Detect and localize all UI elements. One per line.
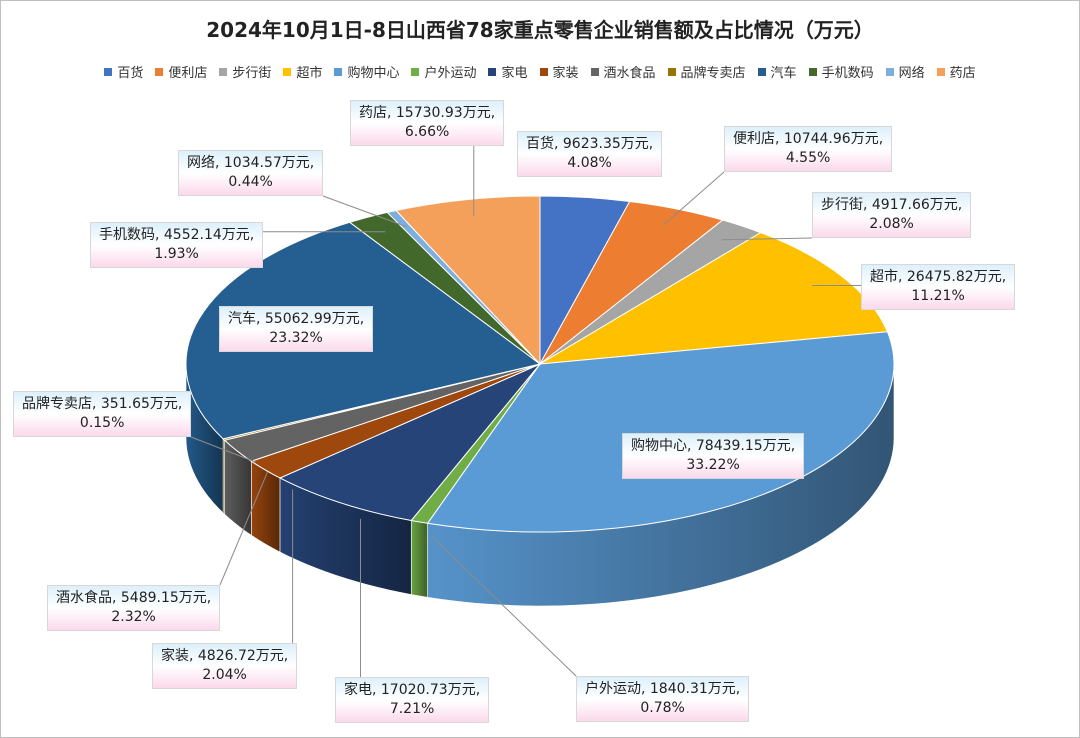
legend: 百货 便利店 步行街 超市 购物中心 户外运动 家电 家装 酒水食品 品牌专卖店 汽车 手机数码 网络 药…: [0, 62, 1080, 81]
legend-label: 药店: [949, 66, 976, 81]
data-label-value: 百货, 9623.35万元,: [526, 136, 654, 152]
legend-item: 家电: [488, 62, 528, 81]
legend-label: 百货: [117, 66, 144, 81]
data-label-value: 家装, 4826.72万元,: [161, 648, 289, 664]
legend-item: 超市: [283, 62, 322, 81]
data-label-percent: 0.44%: [228, 174, 273, 190]
legend-swatch: [936, 67, 945, 76]
data-label-percent: 33.22%: [686, 457, 740, 473]
data-label: 百货, 9623.35万元, 4.08%: [517, 131, 663, 177]
data-label-value: 便利店, 10744.96万元,: [733, 131, 884, 147]
legend-swatch: [283, 67, 292, 76]
legend-swatch: [539, 67, 548, 76]
legend-swatch: [334, 67, 343, 76]
data-label-value: 家电, 17020.73万元,: [344, 682, 481, 698]
data-label-percent: 0.78%: [640, 700, 685, 716]
chart-title: 2024年10月1日-8日山西省78家重点零售企业销售额及占比情况（万元）: [206, 18, 874, 42]
data-label-percent: 11.21%: [911, 288, 965, 304]
leader-line: [322, 195, 407, 228]
legend-item: 便利店: [155, 62, 207, 81]
data-label-percent: 6.66%: [404, 124, 450, 140]
data-label: 酒水食品, 5489.15万元, 2.32%: [47, 585, 221, 631]
data-label-percent: 7.21%: [389, 701, 435, 717]
legend-item: 手机数码: [808, 62, 874, 81]
data-label-percent: 0.15%: [79, 415, 125, 431]
data-label: 家电, 17020.73万元, 7.21%: [335, 677, 490, 723]
legend-label: 购物中心: [347, 66, 400, 81]
legend-item: 百货: [104, 62, 143, 81]
data-label-value: 汽车, 55062.99万元,: [228, 311, 365, 327]
legend-label: 户外运动: [424, 66, 477, 81]
data-label-value: 购物中心, 78439.15万元,: [631, 438, 796, 454]
data-label-value: 网络, 1034.57万元,: [187, 155, 315, 171]
legend-swatch: [590, 67, 599, 76]
leader-line: [219, 472, 268, 586]
data-label: 便利店, 10744.96万元, 4.55%: [724, 126, 893, 172]
pie-slice: [395, 195, 541, 366]
data-label: 手机数码, 4552.14万元, 1.93%: [90, 222, 264, 268]
legend-swatch: [155, 67, 164, 76]
data-label-percent: 2.04%: [202, 667, 247, 683]
data-label: 网络, 1034.57万元, 0.44%: [178, 150, 324, 196]
legend-item: 步行街: [219, 62, 271, 81]
data-label-percent: 4.08%: [567, 155, 612, 171]
data-label-value: 手机数码, 4552.14万元,: [99, 227, 255, 243]
legend-label: 酒水食品: [603, 66, 656, 81]
legend-label: 汽车: [770, 66, 797, 81]
legend-swatch: [411, 67, 420, 76]
legend-item: 购物中心: [334, 62, 399, 81]
pie-slice: [426, 331, 895, 533]
data-label-value: 户外运动, 1840.31万元,: [585, 681, 741, 697]
data-label-percent: 23.32%: [269, 330, 323, 346]
leader-line: [663, 171, 725, 226]
legend-swatch: [885, 67, 894, 76]
legend-item: 汽车: [757, 62, 797, 81]
data-label-percent: 4.55%: [785, 150, 831, 166]
legend-label: 家电: [501, 66, 528, 81]
leader-line: [190, 436, 256, 463]
legend-item: 酒水食品: [590, 62, 656, 81]
legend-label: 品牌专卖店: [680, 66, 746, 81]
data-label-percent: 1.93%: [154, 246, 199, 262]
pie-slice: [278, 363, 541, 522]
legend-swatch: [104, 67, 113, 76]
leader-line: [431, 535, 577, 677]
legend-item: 药店: [936, 62, 976, 81]
data-label: 品牌专卖店, 351.65万元, 0.15%: [13, 391, 192, 437]
legend-label: 家装: [552, 66, 579, 81]
data-label: 家装, 4826.72万元, 2.04%: [152, 643, 298, 689]
legend-label: 手机数码: [821, 66, 874, 81]
data-label: 药店, 15730.93万元, 6.66%: [350, 100, 505, 146]
data-label: 汽车, 55062.99万元, 23.32%: [219, 306, 374, 352]
data-label-value: 超市, 26475.82万元,: [870, 269, 1007, 285]
legend-label: 步行街: [232, 66, 272, 81]
data-label-percent: 2.08%: [869, 216, 914, 232]
pie-side-wall: [410, 520, 428, 598]
data-label: 购物中心, 78439.15万元, 33.22%: [622, 433, 805, 479]
legend-label: 便利店: [168, 66, 208, 81]
legend-label: 超市: [296, 66, 323, 81]
data-label: 步行街, 4917.66万元, 2.08%: [812, 192, 972, 238]
data-label-value: 步行街, 4917.66万元,: [821, 197, 963, 213]
legend-swatch: [219, 67, 228, 76]
legend-swatch: [667, 67, 676, 76]
data-label-percent: 2.32%: [111, 609, 156, 625]
legend-swatch: [757, 67, 766, 76]
data-label: 超市, 26475.82万元, 11.21%: [861, 264, 1016, 310]
legend-label: 网络: [898, 66, 925, 81]
data-label-value: 药店, 15730.93万元,: [359, 105, 496, 121]
legend-swatch: [808, 67, 817, 76]
legend-item: 网络: [885, 62, 925, 81]
legend-item: 家装: [539, 62, 579, 81]
data-label-value: 品牌专卖店, 351.65万元,: [22, 396, 183, 412]
legend-item: 户外运动: [411, 62, 476, 81]
data-label-value: 酒水食品, 5489.15万元,: [56, 590, 212, 606]
legend-item: 品牌专卖店: [667, 62, 746, 81]
leader-line: [721, 237, 813, 241]
data-label: 户外运动, 1840.31万元, 0.78%: [576, 676, 750, 722]
legend-swatch: [488, 67, 497, 76]
